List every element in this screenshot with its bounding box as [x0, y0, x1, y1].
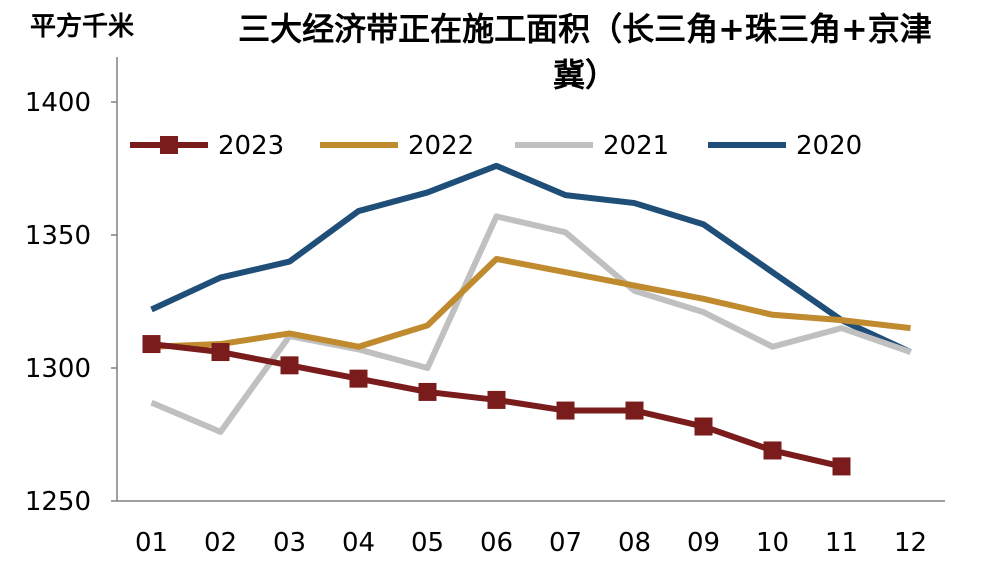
legend: 2023 2022 2021 2020	[130, 131, 862, 161]
x-tick-label: 07	[549, 528, 582, 558]
x-tick-label: 12	[894, 528, 927, 558]
y-tick-label: 1250	[25, 487, 91, 517]
x-tick-label: 10	[756, 528, 789, 558]
series-2023-point	[418, 382, 437, 401]
series-2023-point	[556, 401, 575, 420]
series-2023-point	[142, 335, 161, 354]
legend-item-2022-label: 2022	[408, 131, 474, 161]
series-2023-point	[694, 417, 713, 436]
x-tick-label: 05	[411, 528, 444, 558]
series-2023-point	[349, 369, 368, 388]
series-2023-point	[832, 457, 851, 476]
series-2023-point	[211, 343, 230, 362]
x-tick-label: 11	[825, 528, 858, 558]
x-tick-label: 06	[480, 528, 513, 558]
series-2021-line	[150, 213, 912, 435]
legend-item-2021-label: 2021	[603, 131, 669, 161]
x-tick-label: 04	[342, 528, 375, 558]
legend-item-2023-label: 2023	[218, 131, 284, 161]
legend-item-2020-label: 2020	[796, 131, 862, 161]
series-2023-point	[487, 390, 506, 409]
series-2022-line	[151, 255, 911, 350]
series-2023-point	[625, 401, 644, 420]
series-layer	[142, 162, 912, 476]
x-tick-label: 03	[273, 528, 306, 558]
y-tick-label: 1350	[25, 221, 91, 251]
y-axis-unit-label: 平方千米	[30, 12, 135, 42]
axes: 1250 1300 1350 1400 01 02 03 04 05 06 07 08 09 10 11 12	[25, 57, 945, 558]
series-2020-line	[150, 162, 912, 355]
x-tick-label: 01	[135, 528, 168, 558]
chart-title: 三大经济带正在施工面积（长三角+珠三角+京津冀）	[238, 10, 932, 94]
series-2023-point	[280, 356, 299, 375]
x-tick-label: 02	[204, 528, 237, 558]
x-tick-label: 08	[618, 528, 651, 558]
x-tick-label: 09	[687, 528, 720, 558]
series-2023-point	[763, 441, 782, 460]
legend-item-2023-marker	[160, 136, 178, 154]
y-tick-label: 1400	[25, 88, 91, 118]
y-tick-label: 1300	[25, 354, 91, 384]
